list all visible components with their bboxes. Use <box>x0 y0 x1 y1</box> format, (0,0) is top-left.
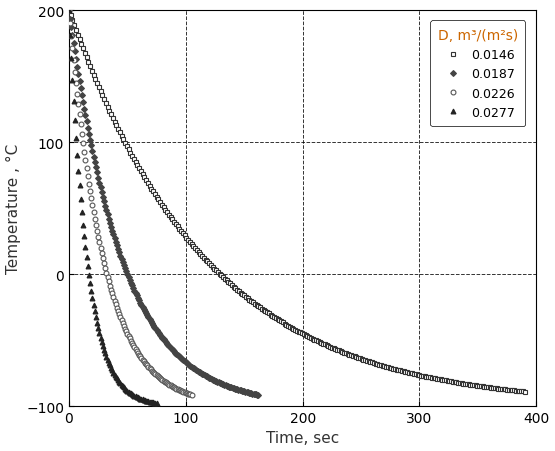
0.0187 <box>255 392 261 398</box>
0.0187 <box>65 8 72 14</box>
0.0187 <box>241 389 248 394</box>
Line: 0.0226: 0.0226 <box>67 9 194 397</box>
0.0187 <box>204 374 210 379</box>
0.0226 <box>65 8 72 14</box>
0.0187 <box>214 379 221 385</box>
0.0226 <box>137 354 144 359</box>
0.0226 <box>150 369 157 375</box>
X-axis label: Time, sec: Time, sec <box>266 431 339 446</box>
0.0226 <box>69 46 76 52</box>
0.0146 <box>100 97 107 103</box>
0.0226 <box>145 364 152 370</box>
0.0277 <box>136 396 143 401</box>
0.0146 <box>65 8 72 14</box>
0.0226 <box>188 392 195 398</box>
Line: 0.0187: 0.0187 <box>67 9 260 397</box>
0.0277 <box>122 386 128 391</box>
0.0187 <box>118 257 125 262</box>
0.0277 <box>96 331 103 336</box>
Y-axis label: Temperature , °C: Temperature , °C <box>6 143 21 274</box>
0.0226 <box>138 355 145 361</box>
Line: 0.0277: 0.0277 <box>67 9 159 405</box>
0.0146 <box>521 389 528 395</box>
0.0146 <box>302 333 309 338</box>
0.0146 <box>223 278 230 283</box>
0.0187 <box>253 392 259 397</box>
0.0187 <box>228 385 235 390</box>
0.0277 <box>111 372 118 377</box>
0.0277 <box>65 8 72 14</box>
0.0226 <box>172 386 179 391</box>
0.0277 <box>124 388 131 394</box>
0.0277 <box>153 400 160 406</box>
0.0277 <box>74 153 80 158</box>
Line: 0.0146: 0.0146 <box>67 9 527 394</box>
0.0146 <box>94 81 100 87</box>
Legend: 0.0146, 0.0187, 0.0226, 0.0277: 0.0146, 0.0187, 0.0226, 0.0277 <box>430 21 526 127</box>
0.0146 <box>455 380 461 386</box>
0.0146 <box>234 287 240 293</box>
